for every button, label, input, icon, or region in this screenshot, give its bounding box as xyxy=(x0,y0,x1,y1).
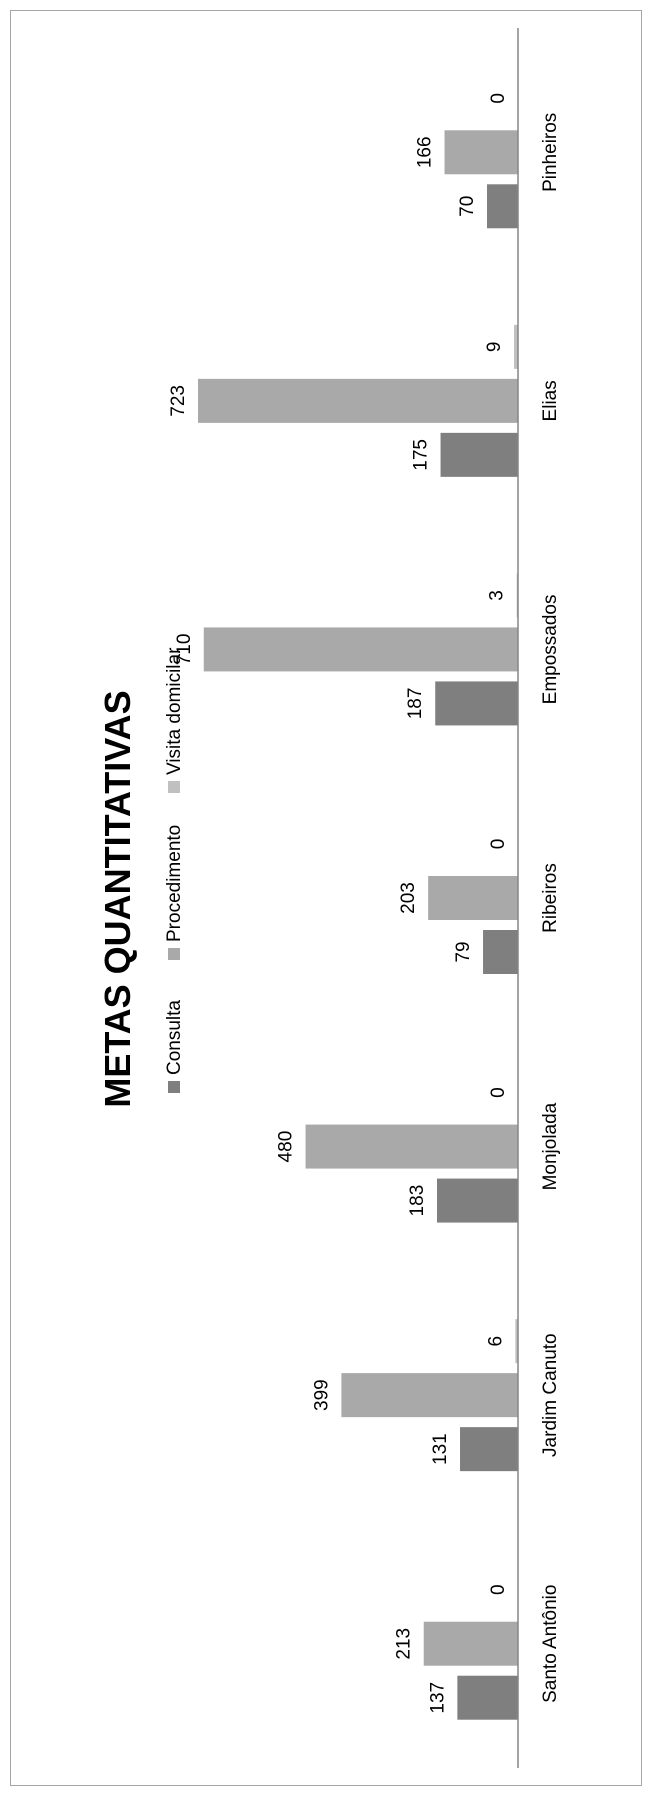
data-label: 183 xyxy=(407,1185,428,1217)
bar-consulta xyxy=(487,184,518,229)
data-label: 399 xyxy=(311,1379,332,1411)
data-label: 137 xyxy=(427,1682,448,1714)
data-label: 175 xyxy=(411,439,432,471)
bar-consulta xyxy=(440,432,518,477)
bar-procedimento xyxy=(428,876,518,920)
legend-swatch xyxy=(168,948,180,960)
data-label: 213 xyxy=(394,1628,415,1660)
legend-label: Visita domicilar xyxy=(164,647,185,775)
category-labels-group: Santo Antônio Jardim Canuto Monjolada Ribei… xyxy=(540,113,561,1703)
data-label: 166 xyxy=(415,136,436,168)
bar-consulta xyxy=(435,681,518,726)
category-label: Pinheiros xyxy=(540,113,561,192)
data-label: 203 xyxy=(398,882,419,914)
bar-procedimento xyxy=(198,378,518,423)
chart-frame xyxy=(10,10,642,1786)
bar-procedimento xyxy=(305,1124,519,1169)
data-label: 79 xyxy=(453,941,474,962)
data-label: 131 xyxy=(430,1433,451,1465)
category-label: Empossados xyxy=(540,595,561,705)
bar-visita-domicilar xyxy=(514,324,519,369)
data-label: 710 xyxy=(174,634,195,666)
category-label: Jardim Canuto xyxy=(540,1333,561,1457)
legend-swatch xyxy=(168,1081,180,1093)
bar-procedimento xyxy=(203,627,518,672)
data-label: 3 xyxy=(487,590,508,601)
data-label: 0 xyxy=(488,1087,509,1098)
data-label: 187 xyxy=(405,688,426,720)
bar-consulta xyxy=(437,1178,518,1223)
data-label: 0 xyxy=(488,1584,509,1595)
data-label: 0 xyxy=(488,839,509,850)
bar-consulta xyxy=(483,930,518,974)
category-label: Monjolada xyxy=(540,1102,561,1190)
bar-procedimento xyxy=(444,130,518,175)
data-label: 6 xyxy=(485,1336,506,1347)
bar-procedimento xyxy=(423,1621,518,1666)
category-label: Ribeiros xyxy=(540,863,561,933)
legend-label: Consulta xyxy=(164,1000,185,1075)
legend-swatch xyxy=(168,781,180,793)
bars-group xyxy=(198,130,519,1720)
data-label: 70 xyxy=(457,196,478,217)
category-label: Elias xyxy=(540,380,561,421)
bar-consulta xyxy=(460,1427,519,1472)
bar-procedimento xyxy=(341,1373,518,1418)
bar-consulta xyxy=(457,1675,519,1720)
data-label: 480 xyxy=(276,1131,297,1163)
category-label: Santo Antônio xyxy=(540,1585,561,1703)
legend: Consulta Procedimento Visita domicilar xyxy=(164,647,185,1093)
data-label: 0 xyxy=(488,93,509,104)
data-labels-group: 137 213 0 131 399 6 183 480 0 79 203 0 187 710 3 175 723… xyxy=(168,93,509,1714)
legend-label: Procedimento xyxy=(164,825,185,942)
chart-title: METAS QUANTITATIVAS xyxy=(97,690,138,1107)
data-label: 9 xyxy=(484,342,505,353)
data-label: 723 xyxy=(168,385,189,417)
